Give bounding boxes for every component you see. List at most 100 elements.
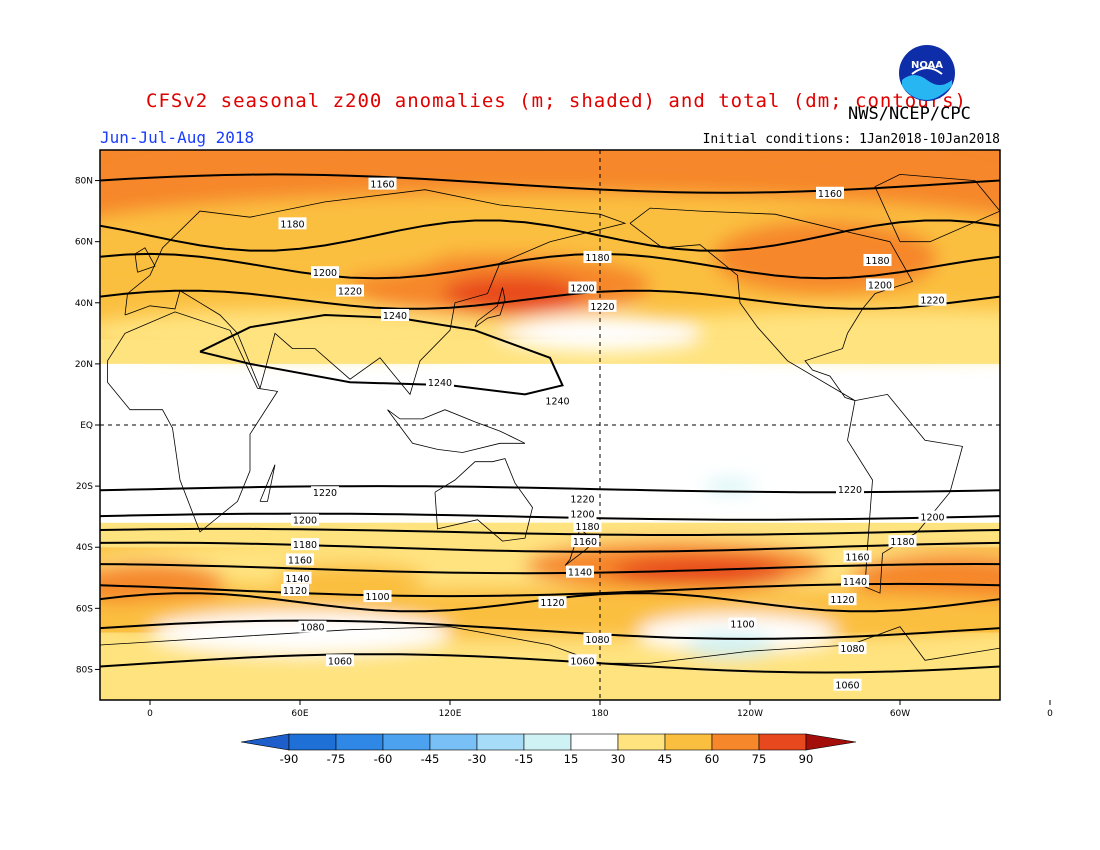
anomaly-shading-3 <box>442 275 583 312</box>
contour-label: 1200 <box>570 510 594 521</box>
neutral-patch-0 <box>500 315 700 352</box>
agency-label: NWS/NCEP/CPC <box>848 104 971 124</box>
colorbar-swatch-8 <box>664 733 713 751</box>
contour-label: 1060 <box>328 656 352 667</box>
contour-label-bg <box>298 620 327 633</box>
contour-label-bg <box>311 266 339 279</box>
coastline-new-zealand <box>564 528 596 566</box>
contour-label-bg <box>326 654 354 667</box>
contour-label: 1160 <box>370 180 394 191</box>
anomaly-shading-5 <box>150 217 450 279</box>
contour-label: 1120 <box>540 598 564 609</box>
colorbar-label: -45 <box>421 752 440 766</box>
contour-1120-south <box>100 582 1000 598</box>
contour-label-bg <box>571 535 599 548</box>
noaa-logo-icon: NOAA <box>899 45 955 101</box>
contour-label: 1120 <box>283 586 307 597</box>
contour-label: 1200 <box>920 513 944 524</box>
coastline-madagascar <box>259 464 276 502</box>
contour-label: 1220 <box>338 287 362 298</box>
contour-label-bg <box>381 309 409 321</box>
contour-label: 1080 <box>840 644 864 655</box>
contour-label: 1180 <box>890 537 914 548</box>
colorbar-label: 15 <box>564 752 579 766</box>
anomaly-shading-13 <box>275 562 425 594</box>
mid-north-band <box>100 235 1000 340</box>
contour-label: 1220 <box>570 494 594 505</box>
anomaly-shading-4 <box>712 220 938 294</box>
anomaly-shading-1 <box>100 192 1000 279</box>
contour-1140-south <box>100 562 1000 575</box>
contour-1180-south <box>100 527 1000 536</box>
contour-label: 1200 <box>868 280 892 291</box>
contour-label-bg <box>368 177 397 190</box>
contour-label-bg <box>573 519 602 532</box>
anomaly-shading-7 <box>100 308 525 358</box>
anomaly-shading-0 <box>100 150 1000 251</box>
contour-label: 1180 <box>575 522 599 533</box>
colorbar-swatch-5 <box>523 733 572 751</box>
contour-1200-south <box>100 512 1000 521</box>
colorbar-label: 75 <box>752 752 767 766</box>
contour-label: 1160 <box>573 537 597 548</box>
contour-label: 1100 <box>365 592 389 603</box>
contour-label: 1200 <box>293 516 317 527</box>
colorbar-swatch-9 <box>711 733 760 751</box>
contour-label-bg <box>918 510 947 523</box>
colorbar-swatch-1 <box>335 733 384 751</box>
colorbar-swatch-3 <box>429 733 478 751</box>
coastline-australia <box>434 458 533 542</box>
neutral-patch-1 <box>150 611 450 655</box>
coastline-west-africa-wrap <box>1008 272 1051 425</box>
lat-label: 60N <box>75 238 93 248</box>
contour-label-bg <box>286 553 314 566</box>
anomaly-shading-11 <box>850 553 1000 603</box>
contour-label-bg <box>841 574 869 587</box>
arctic-band <box>100 150 1000 236</box>
anomaly-shading-2 <box>350 253 650 315</box>
contour-label: 1180 <box>585 253 609 264</box>
contour-1100-south <box>100 592 1000 613</box>
contour-1160-north <box>100 173 1000 194</box>
colorbar-swatch-10 <box>758 733 807 751</box>
neutral-patch-4 <box>705 480 755 493</box>
contour-1220-north <box>100 289 1000 310</box>
coastline-antarctica <box>100 626 1000 700</box>
contour-label: 1060 <box>835 681 859 692</box>
subtrop-north-band <box>100 339 1000 364</box>
coastline-north-america <box>629 207 914 401</box>
lon-label: 60W <box>890 709 910 719</box>
colorbar-swatch-7 <box>617 733 666 751</box>
contour-label-bg <box>363 590 392 603</box>
contour-label: 1220 <box>590 302 614 313</box>
contour-label-bg <box>583 250 612 263</box>
lon-label: 120W <box>737 709 763 719</box>
colorbar-swatch-0 <box>288 733 337 751</box>
colorbar-label: 90 <box>799 752 814 766</box>
contour-label: 1240 <box>428 378 452 389</box>
logo-text: NOAA <box>911 60 943 71</box>
contour-label-bg <box>538 596 567 609</box>
colorbar-swatch-2 <box>382 733 431 751</box>
mid-south-band <box>100 547 1000 633</box>
anomaly-shading-8 <box>100 531 1000 594</box>
map-title: CFSv2 seasonal z200 anomalies (m; shaded… <box>146 90 967 112</box>
neutral-patch-2 <box>637 614 838 652</box>
contour-label-bg <box>866 278 894 291</box>
lon-label: 180 <box>591 709 608 719</box>
contour-label: 1180 <box>293 540 317 551</box>
contour-label-bg <box>828 593 857 606</box>
contour-label-bg <box>863 254 892 266</box>
contour-label: 1180 <box>865 256 889 267</box>
contour-label-bg <box>568 507 597 520</box>
colorbar-label: -90 <box>280 752 299 766</box>
contour-label-bg <box>278 217 307 230</box>
contour-label: 1140 <box>285 574 309 585</box>
contour-label: 1100 <box>730 620 754 631</box>
contour-label-bg <box>311 486 339 499</box>
lat-label: 40N <box>75 299 93 309</box>
anomaly-shading-12 <box>100 562 225 606</box>
contour-label-bg <box>281 584 309 596</box>
lat-label: 80N <box>75 177 93 187</box>
colorbar-label: 60 <box>705 752 720 766</box>
